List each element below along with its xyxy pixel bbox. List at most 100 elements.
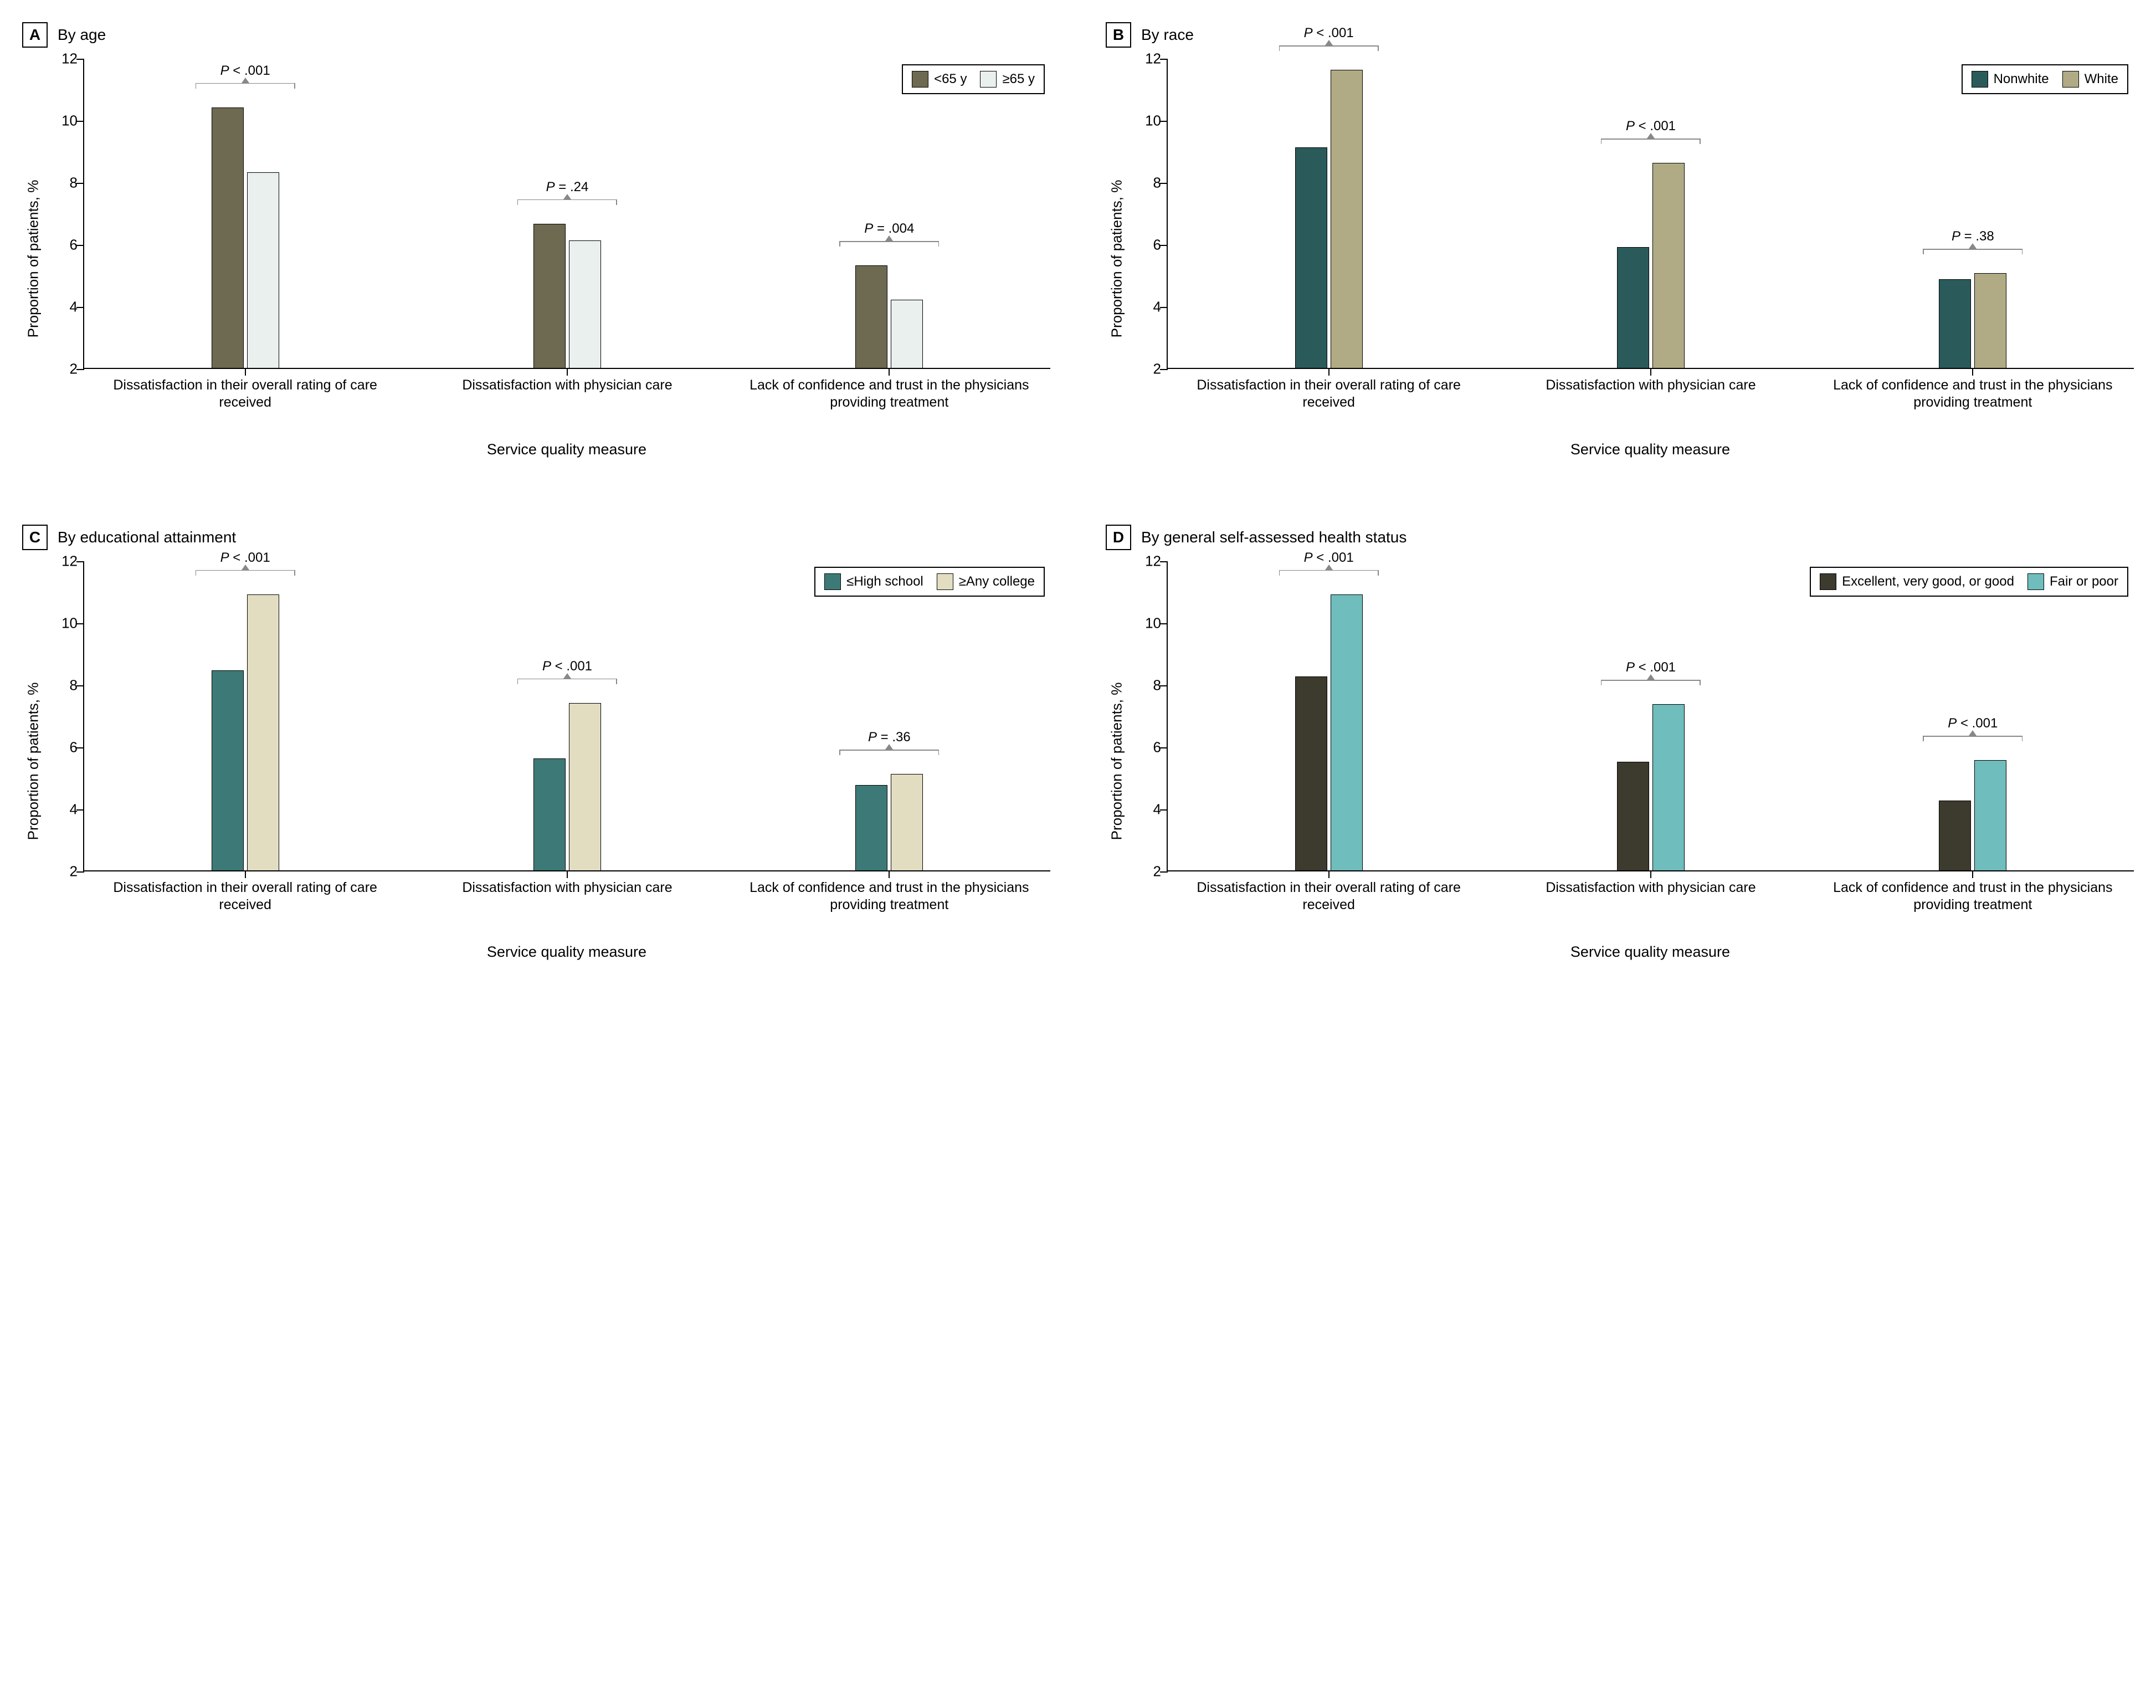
- p-value-label: P < .001: [1304, 25, 1354, 41]
- y-tick: [1160, 307, 1168, 308]
- p-value-label: P < .001: [1304, 550, 1354, 566]
- y-axis-label: Proportion of patients, %: [25, 179, 42, 337]
- legend: NonwhiteWhite: [1962, 64, 2128, 94]
- chart-wrap: Proportion of patients, %24681012Nonwhit…: [1167, 59, 2134, 458]
- panel-title: By educational attainment: [58, 529, 236, 546]
- p-bracket: [517, 674, 617, 684]
- y-tick: [76, 685, 84, 686]
- bar: [891, 300, 923, 368]
- y-tick-label: 12: [55, 553, 78, 570]
- y-tick: [1160, 121, 1168, 122]
- legend-label: ≤High school: [846, 574, 923, 589]
- p-value-label: P < .001: [220, 63, 270, 79]
- y-axis-label: Proportion of patients, %: [1108, 179, 1126, 337]
- panel-title: By general self-assessed health status: [1141, 529, 1406, 546]
- p-value-label: P = .004: [864, 221, 914, 237]
- bar: [533, 758, 566, 870]
- y-tick-label: 4: [1139, 801, 1161, 818]
- bar: [1939, 279, 1971, 368]
- bar: [569, 703, 601, 870]
- x-tick: [1328, 870, 1329, 878]
- p-bracket: [517, 195, 617, 205]
- bar: [1939, 801, 1971, 870]
- legend-item: ≥Any college: [937, 573, 1035, 590]
- y-tick: [1160, 59, 1168, 60]
- p-value-label: P < .001: [542, 659, 592, 674]
- bar: [891, 774, 923, 870]
- legend-item: ≥65 y: [980, 71, 1035, 88]
- y-tick-label: 6: [55, 739, 78, 756]
- y-tick-label: 8: [55, 677, 78, 694]
- p-bracket: [839, 745, 939, 755]
- x-tick: [1972, 870, 1973, 878]
- x-tick-label: Lack of confidence and trust in the phys…: [1821, 879, 2124, 914]
- x-group: P < .001Dissatisfaction in their overall…: [1168, 561, 1490, 870]
- legend: ≤High school ≥Any college: [814, 567, 1045, 597]
- plot-area: 24681012NonwhiteWhiteP < .001Dissatisfac…: [1167, 59, 2134, 369]
- x-tick-label: Dissatisfaction in their overall rating …: [94, 377, 396, 412]
- panel-title: By race: [1141, 26, 1194, 44]
- bar: [1974, 273, 2006, 368]
- y-tick: [76, 369, 84, 370]
- y-tick: [1160, 809, 1168, 811]
- y-tick-label: 4: [55, 299, 78, 316]
- y-tick: [76, 809, 84, 811]
- p-value-label: P < .001: [1626, 660, 1676, 675]
- panel-header: BBy race: [1106, 22, 2134, 48]
- y-tick-label: 4: [1139, 299, 1161, 316]
- x-tick-label: Lack of confidence and trust in the phys…: [738, 879, 1040, 914]
- bar: [1974, 760, 2006, 870]
- y-tick: [1160, 871, 1168, 873]
- y-tick-label: 6: [55, 237, 78, 254]
- x-group: P = .24Dissatisfaction with physician ca…: [406, 59, 728, 368]
- legend-swatch: [937, 573, 953, 590]
- x-group: P < .001Dissatisfaction with physician c…: [1490, 561, 1811, 870]
- p-bracket: [1601, 675, 1701, 685]
- legend-item: White: [2062, 71, 2118, 88]
- y-tick-label: 10: [55, 615, 78, 632]
- x-axis-label: Service quality measure: [83, 943, 1050, 961]
- x-tick-label: Lack of confidence and trust in the phys…: [738, 377, 1040, 412]
- x-tick: [567, 870, 568, 878]
- p-value-label: P < .001: [1626, 119, 1676, 134]
- panel-title: By age: [58, 26, 106, 44]
- x-groups: P < .001Dissatisfaction in their overall…: [1168, 561, 2134, 870]
- x-tick: [245, 870, 246, 878]
- p-value-label: P < .001: [1948, 716, 1998, 731]
- bar: [1331, 594, 1363, 870]
- x-tick-label: Lack of confidence and trust in the phys…: [1821, 377, 2124, 412]
- x-group: P = .38Lack of confidence and trust in t…: [1812, 59, 2134, 368]
- x-tick: [1650, 368, 1651, 376]
- bar: [533, 224, 566, 368]
- y-tick-label: 12: [1139, 553, 1161, 570]
- x-group: P < .001Dissatisfaction in their overall…: [1168, 59, 1490, 368]
- x-tick-label: Dissatisfaction with physician care: [1500, 879, 1802, 896]
- x-tick: [1972, 368, 1973, 376]
- p-value-label: P < .001: [220, 550, 270, 566]
- x-groups: P < .001Dissatisfaction in their overall…: [84, 59, 1050, 368]
- chart-wrap: Proportion of patients, %24681012≤High s…: [83, 561, 1050, 961]
- x-groups: P < .001Dissatisfaction in their overall…: [84, 561, 1050, 870]
- legend-swatch: [1972, 71, 1988, 88]
- y-tick-label: 2: [1139, 863, 1161, 880]
- x-tick-label: Dissatisfaction with physician care: [416, 377, 718, 394]
- y-tick: [76, 871, 84, 873]
- legend-swatch: [2027, 573, 2044, 590]
- legend-item: Excellent, very good, or good: [1820, 573, 2014, 590]
- bar: [1617, 762, 1649, 870]
- y-tick-label: 10: [1139, 112, 1161, 130]
- y-tick: [76, 623, 84, 624]
- legend-item: <65 y: [912, 71, 967, 88]
- y-tick: [76, 183, 84, 184]
- y-tick: [76, 121, 84, 122]
- y-tick-label: 4: [55, 801, 78, 818]
- panel-d: DBy general self-assessed health statusP…: [1106, 525, 2134, 983]
- legend: <65 y ≥65 y: [902, 64, 1045, 94]
- bar: [1652, 163, 1685, 368]
- legend-label: ≥Any college: [959, 574, 1035, 589]
- bar: [569, 240, 601, 368]
- y-tick: [1160, 183, 1168, 184]
- x-tick-label: Dissatisfaction in their overall rating …: [1177, 879, 1480, 914]
- y-tick-label: 12: [1139, 50, 1161, 68]
- bar: [212, 107, 244, 368]
